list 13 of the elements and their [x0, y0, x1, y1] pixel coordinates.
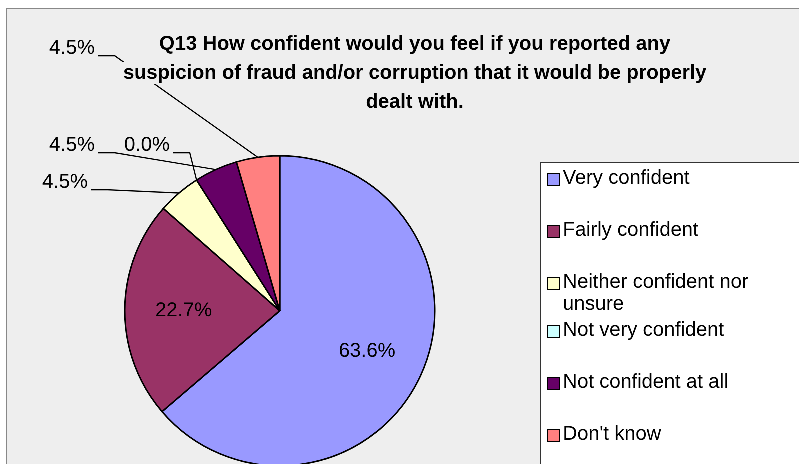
data-label: 22.7%	[156, 299, 212, 322]
data-label: 4.5%	[42, 171, 88, 193]
data-label: 4.5%	[49, 37, 96, 59]
legend-label: Very confident	[563, 167, 690, 189]
data-label: 63.6%	[338, 340, 396, 362]
legend-label: Don't know	[563, 423, 662, 445]
data-label: 4.5%	[49, 134, 96, 156]
legend-label: Neither confident nor unsure	[563, 271, 750, 315]
legend-label: Not confident at all	[563, 371, 729, 393]
text: 0.0%	[124, 134, 170, 156]
text: Q13 How confident would you feel if you reported any suspicion of fraud and/or corruption that it would be properly dealt with.	[123, 33, 707, 113]
legend-label: Not very confident	[563, 319, 724, 341]
legend-label: Fairly confident	[563, 219, 699, 241]
